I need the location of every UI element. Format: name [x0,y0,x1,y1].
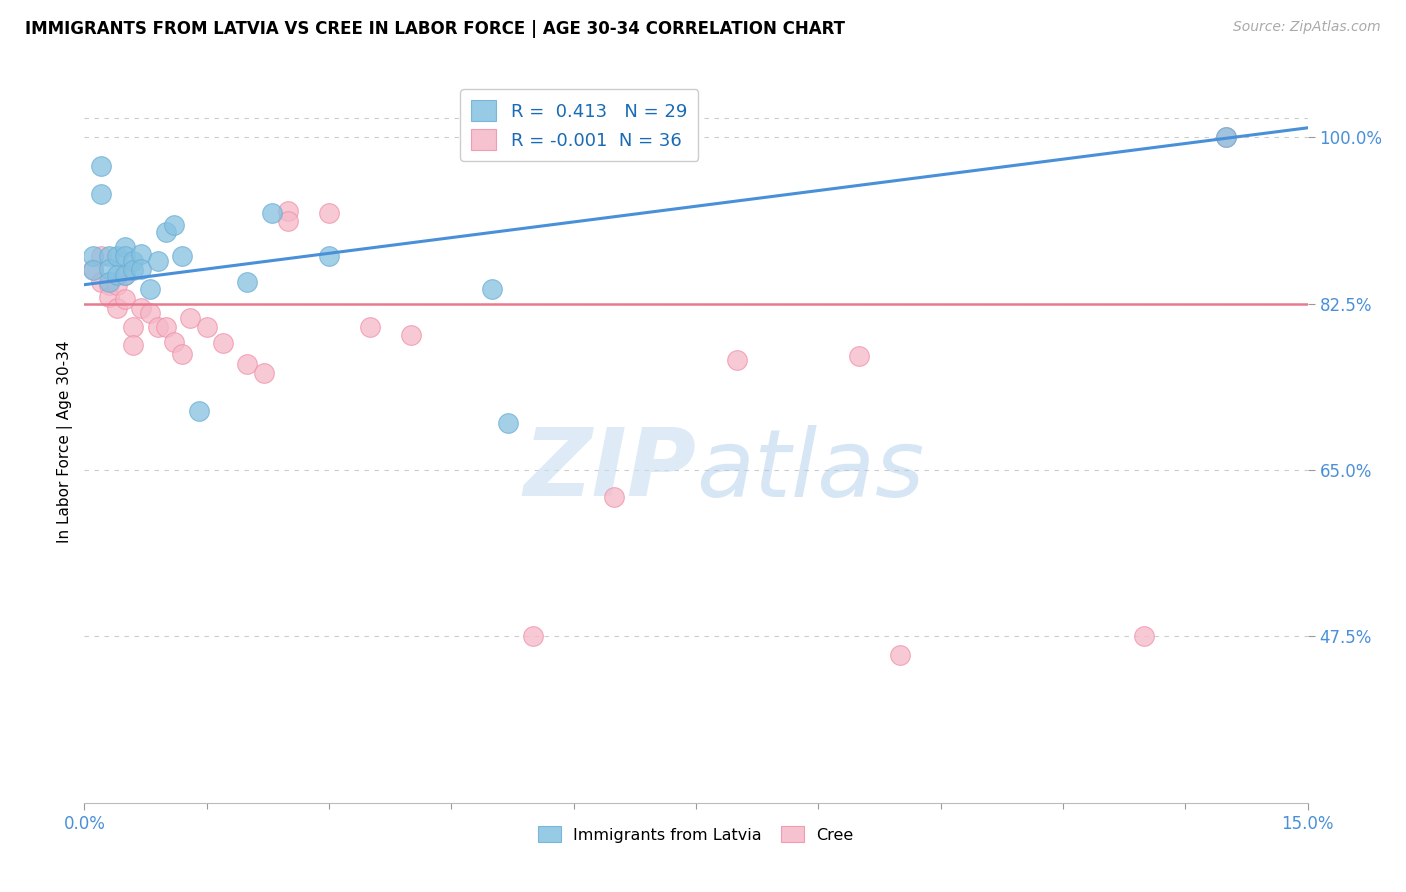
Point [82,261,104,276]
Point [498,416,520,430]
Point [97,249,120,263]
Point [114,268,136,282]
Point [82,263,104,277]
Point [90,275,112,289]
Point [179,310,201,325]
Point [889,648,911,663]
Point [114,249,136,263]
Legend: Immigrants from Latvia, Cree: Immigrants from Latvia, Cree [531,820,860,849]
Point [277,214,299,228]
Point [195,320,218,334]
Text: Source: ZipAtlas.com: Source: ZipAtlas.com [1233,20,1381,34]
Point [725,352,748,367]
Point [114,292,136,306]
Point [155,320,177,334]
Point [399,328,422,343]
Point [97,261,120,276]
Point [318,206,340,220]
Text: atlas: atlas [696,425,924,516]
Point [105,301,128,316]
Point [122,263,145,277]
Point [105,249,128,263]
Point [131,301,153,316]
Point [236,357,259,371]
Point [138,306,160,320]
Text: ZIP: ZIP [523,425,696,516]
Point [138,282,160,296]
Point [122,253,145,268]
Point [155,226,177,240]
Point [97,290,120,304]
Point [90,159,112,173]
Point [359,320,381,334]
Point [131,247,153,261]
Point [172,347,194,361]
Point [172,249,194,263]
Point [90,249,112,263]
Point [97,277,120,292]
Point [114,268,136,282]
Point [187,404,209,418]
Point [146,320,169,334]
Point [97,275,120,289]
Point [122,320,145,334]
Point [122,337,145,351]
Point [1133,629,1156,643]
Text: IMMIGRANTS FROM LATVIA VS CREE IN LABOR FORCE | AGE 30-34 CORRELATION CHART: IMMIGRANTS FROM LATVIA VS CREE IN LABOR … [25,20,845,37]
Point [163,218,186,232]
Point [131,261,153,276]
Point [236,275,259,289]
Y-axis label: In Labor Force | Age 30-34: In Labor Force | Age 30-34 [58,340,73,543]
Point [114,240,136,254]
Point [277,204,299,219]
Point [522,629,544,643]
Point [318,249,340,263]
Point [212,335,235,350]
Point [105,277,128,292]
Point [253,366,276,380]
Point [146,253,169,268]
Point [603,490,626,504]
Point [1215,130,1237,145]
Point [481,282,503,296]
Point [848,349,870,363]
Point [82,249,104,263]
Point [90,187,112,202]
Point [1215,130,1237,145]
Point [163,334,186,349]
Point [260,206,283,220]
Point [105,268,128,282]
